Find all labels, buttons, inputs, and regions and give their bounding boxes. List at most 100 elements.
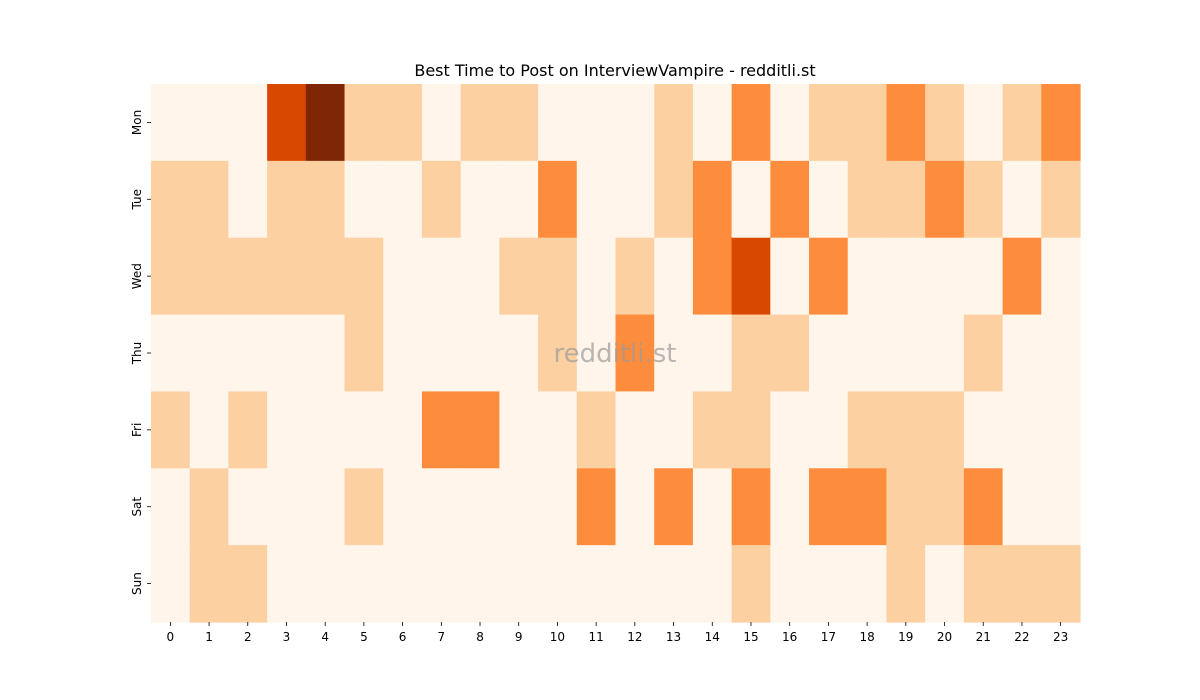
heatmap-cell-wed-10 bbox=[538, 237, 578, 316]
heatmap-cell-sun-21 bbox=[963, 545, 1004, 623]
heatmap-cell-thu-10 bbox=[538, 314, 578, 393]
heatmap-cell-wed-23 bbox=[1041, 237, 1081, 316]
x-tick-label: 4 bbox=[321, 630, 329, 644]
heatmap-cell-sun-9 bbox=[499, 545, 539, 623]
heatmap-cell-sat-14 bbox=[692, 468, 733, 546]
heatmap-cell-wed-2 bbox=[228, 237, 268, 316]
heatmap-cell-tue-18 bbox=[847, 160, 888, 239]
heatmap-cell-sun-8 bbox=[460, 545, 500, 623]
x-tick-label: 17 bbox=[821, 630, 836, 644]
heatmap-cell-thu-19 bbox=[886, 314, 926, 393]
heatmap-cell-tue-7 bbox=[421, 160, 462, 239]
heatmap-cell-sun-16 bbox=[770, 545, 810, 623]
x-tick-label: 16 bbox=[782, 630, 797, 644]
heatmap-cell-sat-5 bbox=[344, 468, 384, 546]
x-tick-label: 11 bbox=[589, 630, 604, 644]
heatmap-cell-sun-23 bbox=[1041, 545, 1081, 623]
heatmap-cell-mon-15 bbox=[731, 84, 771, 162]
watermark: redditli.st bbox=[554, 339, 677, 369]
heatmap-cell-fri-16 bbox=[770, 391, 810, 469]
heatmap-cell-fri-14 bbox=[692, 391, 733, 469]
heatmap-cell-fri-8 bbox=[460, 391, 500, 469]
heatmap-cell-tue-5 bbox=[344, 160, 384, 239]
heatmap-cell-thu-5 bbox=[344, 314, 384, 393]
heatmap-cell-fri-7 bbox=[421, 391, 462, 469]
heatmap-cell-thu-20 bbox=[925, 314, 965, 393]
heatmap-cell-sun-18 bbox=[847, 545, 888, 623]
heatmap-cell-mon-14 bbox=[692, 84, 733, 162]
heatmap-cell-sun-3 bbox=[267, 545, 307, 623]
x-tick-label: 15 bbox=[743, 630, 758, 644]
x-tick-label: 13 bbox=[666, 630, 681, 644]
heatmap-cell-tue-10 bbox=[538, 160, 578, 239]
heatmap-cell-sun-19 bbox=[886, 545, 926, 623]
x-tick-label: 5 bbox=[360, 630, 368, 644]
heatmap-cell-sun-1 bbox=[189, 545, 230, 623]
heatmap-cell-tue-17 bbox=[809, 160, 849, 239]
x-tick-label: 23 bbox=[1053, 630, 1068, 644]
heatmap-cell-mon-19 bbox=[886, 84, 926, 162]
heatmap-cell-wed-12 bbox=[615, 237, 655, 316]
heatmap-cell-sun-14 bbox=[692, 545, 733, 623]
heatmap-cell-sun-0 bbox=[151, 545, 191, 623]
heatmap-cell-mon-17 bbox=[809, 84, 849, 162]
y-tick-label: Fri bbox=[130, 423, 144, 437]
heatmap-cell-sun-7 bbox=[421, 545, 462, 623]
heatmap-cell-wed-15 bbox=[731, 237, 771, 316]
heatmap-cell-sat-17 bbox=[809, 468, 849, 546]
heatmap-cell-sat-3 bbox=[267, 468, 307, 546]
heatmap-cell-mon-21 bbox=[963, 84, 1004, 162]
heatmap-cell-fri-4 bbox=[305, 391, 346, 469]
heatmap-cell-tue-3 bbox=[267, 160, 307, 239]
heatmap-cell-sat-2 bbox=[228, 468, 268, 546]
heatmap-cell-thu-1 bbox=[189, 314, 230, 393]
heatmap-cell-mon-9 bbox=[499, 84, 539, 162]
heatmap-cell-thu-11 bbox=[576, 314, 617, 393]
heatmap-cell-wed-13 bbox=[654, 237, 694, 316]
heatmap-cell-tue-1 bbox=[189, 160, 230, 239]
heatmap-cell-wed-3 bbox=[267, 237, 307, 316]
heatmap-cell-thu-8 bbox=[460, 314, 500, 393]
heatmap-cell-thu-17 bbox=[809, 314, 849, 393]
heatmap-cell-tue-0 bbox=[151, 160, 191, 239]
heatmap-cell-wed-0 bbox=[151, 237, 191, 316]
heatmap-cell-sat-4 bbox=[305, 468, 346, 546]
heatmap-cell-wed-9 bbox=[499, 237, 539, 316]
heatmap-cell-tue-16 bbox=[770, 160, 810, 239]
y-tick-label: Tue bbox=[130, 189, 144, 211]
heatmap-cell-tue-13 bbox=[654, 160, 694, 239]
heatmap-cell-sat-13 bbox=[654, 468, 694, 546]
heatmap-cell-thu-7 bbox=[421, 314, 462, 393]
heatmap-cell-thu-16 bbox=[770, 314, 810, 393]
heatmap-cell-mon-10 bbox=[538, 84, 578, 162]
heatmap-cell-mon-13 bbox=[654, 84, 694, 162]
x-tick-label: 10 bbox=[550, 630, 565, 644]
heatmap-cell-tue-19 bbox=[886, 160, 926, 239]
heatmap-cell-thu-15 bbox=[731, 314, 771, 393]
heatmap-cell-mon-7 bbox=[421, 84, 462, 162]
heatmap-cell-fri-1 bbox=[189, 391, 230, 469]
heatmap-cell-thu-12 bbox=[615, 314, 655, 393]
heatmap-cell-sun-2 bbox=[228, 545, 268, 623]
heatmap-cell-mon-23 bbox=[1041, 84, 1081, 162]
heatmap-cell-fri-15 bbox=[731, 391, 771, 469]
heatmap-cell-sat-8 bbox=[460, 468, 500, 546]
heatmap-cell-fri-6 bbox=[383, 391, 423, 469]
heatmap-cell-mon-22 bbox=[1002, 84, 1042, 162]
heatmap-cell-thu-13 bbox=[654, 314, 694, 393]
heatmap-cell-thu-2 bbox=[228, 314, 268, 393]
x-tick-label: 0 bbox=[167, 630, 175, 644]
heatmap-cell-tue-20 bbox=[925, 160, 965, 239]
heatmap-cell-thu-22 bbox=[1002, 314, 1042, 393]
heatmap-cell-thu-6 bbox=[383, 314, 423, 393]
heatmap-cell-fri-9 bbox=[499, 391, 539, 469]
heatmap-cell-wed-6 bbox=[383, 237, 423, 316]
heatmap-cell-sun-20 bbox=[925, 545, 965, 623]
heatmap-cell-sat-22 bbox=[1002, 468, 1042, 546]
heatmap-cell-wed-11 bbox=[576, 237, 617, 316]
y-tick-label: Sat bbox=[130, 497, 144, 517]
heatmap-cell-sat-6 bbox=[383, 468, 423, 546]
heatmap-cell-sun-4 bbox=[305, 545, 346, 623]
heatmap-cell-sat-16 bbox=[770, 468, 810, 546]
